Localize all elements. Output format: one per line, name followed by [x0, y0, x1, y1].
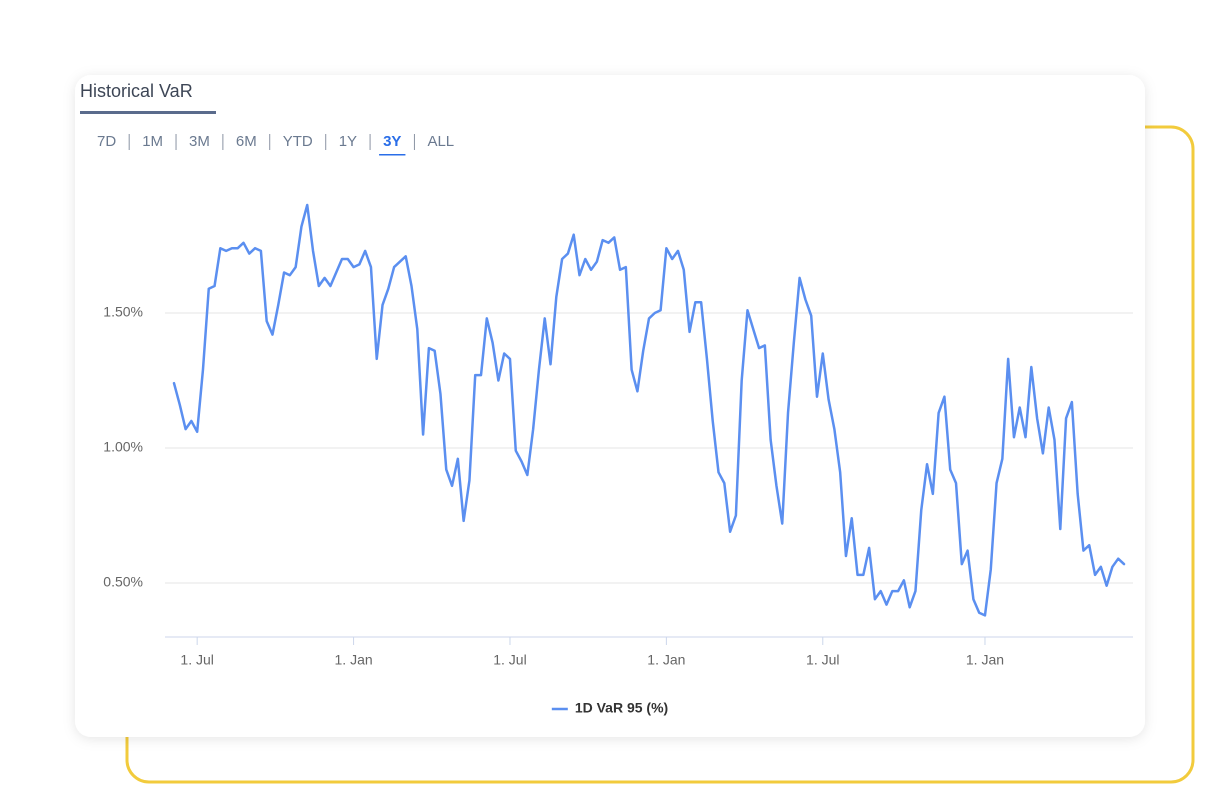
range-button[interactable]: 3Y	[383, 133, 401, 150]
range-button[interactable]: ALL	[427, 133, 454, 150]
x-tick-label: 1. Jan	[966, 652, 1004, 668]
title-underline	[80, 111, 216, 114]
range-button[interactable]: 3M	[189, 133, 210, 150]
plot: 0.50% 1.00% 1.50% 1. Jul 1. Jan 1. Jul 1. Jan 1…	[103, 203, 1133, 716]
series-line	[172, 203, 1126, 617]
range-selector: 7D 1M 3M 6M YTD 1Y 3Y ALL	[97, 133, 454, 156]
range-button[interactable]: 7D	[97, 133, 116, 150]
x-tick-label: 1. Jul	[493, 652, 526, 668]
x-tick-label: 1. Jul	[180, 652, 213, 668]
y-tick-label: 1.00%	[103, 439, 143, 455]
y-tick-label: 1.50%	[103, 304, 143, 320]
chart-title: Historical VaR	[80, 81, 193, 101]
legend-label[interactable]: 1D VaR 95 (%)	[575, 700, 668, 716]
x-tick-label: 1. Jul	[806, 652, 839, 668]
card	[75, 75, 1145, 737]
y-tick-label: 0.50%	[103, 574, 143, 590]
x-tick-label: 1. Jan	[335, 652, 373, 668]
active-underline	[379, 154, 406, 156]
range-button[interactable]: YTD	[283, 133, 313, 150]
x-tick-label: 1. Jan	[647, 652, 685, 668]
range-button[interactable]: 1M	[142, 133, 163, 150]
range-button[interactable]: 1Y	[339, 133, 357, 150]
range-button[interactable]: 6M	[236, 133, 257, 150]
